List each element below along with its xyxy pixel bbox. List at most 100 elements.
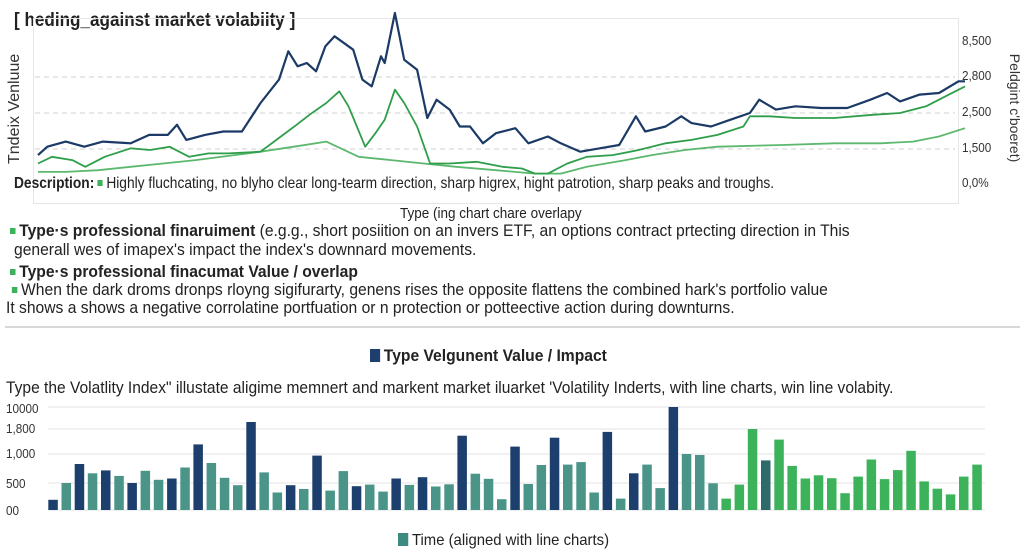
- block-2-text: When the dark droms dronps rloyng sigifu…: [21, 280, 828, 299]
- bar: [180, 467, 190, 510]
- bar: [444, 484, 454, 510]
- bar: [325, 490, 335, 510]
- description-label: Description:: [14, 175, 95, 192]
- bar: [87, 473, 98, 510]
- block-1-line-2: generall wes of imapex's impact the inde…: [14, 240, 477, 259]
- bar: [945, 494, 956, 510]
- bar: [681, 454, 692, 510]
- bar: [840, 493, 850, 510]
- line-series-1: [37, 85, 966, 175]
- block-1-text: (e.g.g., short posiition on an invers ET…: [255, 221, 850, 240]
- block-1-line-1: Type·s professional finaruiment (e.g.g.,…: [10, 221, 850, 241]
- green-bullet-icon: [11, 286, 18, 293]
- right-tick-label: 8,500: [962, 33, 992, 48]
- bar: [615, 498, 626, 510]
- bar-chart-x-label: Time (aligned with line charts): [411, 532, 610, 549]
- bar: [114, 475, 124, 510]
- bar: [972, 464, 982, 510]
- block-2-line-1: When the dark droms dronps rloyng sigifu…: [10, 280, 828, 300]
- bar: [457, 435, 467, 510]
- bar: [74, 464, 85, 510]
- bar: [523, 484, 533, 510]
- bar: [127, 483, 137, 510]
- bar: [668, 407, 679, 510]
- bar: [629, 473, 639, 510]
- page-title: [ heding_against market volabiity ]: [14, 10, 296, 31]
- bar: [312, 455, 322, 510]
- line-series-0: [37, 11, 965, 156]
- bar: [602, 431, 613, 510]
- bar: [536, 465, 547, 510]
- block-1-heading: Type·s professional finaruiment: [19, 221, 256, 240]
- bar: [853, 476, 863, 510]
- bar: [893, 470, 903, 510]
- time-legend: Time (aligned with line charts): [398, 532, 609, 550]
- line-chart: [35, 11, 966, 175]
- bar: [299, 489, 309, 510]
- description-text: Highly fluchcating, no blyho clear long-…: [106, 175, 775, 192]
- block-2-heading: Type·s professional finacumat Value / ov…: [19, 262, 358, 281]
- bar-chart-title: Type Velgunent Value / Impact: [383, 346, 607, 365]
- bar: [721, 498, 731, 510]
- bar: [497, 499, 507, 510]
- green-bullet-icon: [10, 268, 16, 275]
- bar: [563, 464, 573, 510]
- bar: [549, 437, 560, 510]
- bar: [378, 491, 388, 510]
- bar: [470, 473, 481, 510]
- bar: [272, 492, 283, 510]
- block-2-line-2: It shows a shows a negative corrolatine …: [6, 298, 735, 317]
- bar: [800, 478, 811, 510]
- bar-y-tick-label: 1,800: [6, 421, 36, 436]
- section-divider: [5, 326, 1020, 328]
- right-tick-label: 2,500: [962, 104, 992, 119]
- block-2-heading-line: Type·s professional finacumat Value / ov…: [10, 262, 358, 282]
- bar: [589, 492, 599, 510]
- right-tick-label: 1,500: [962, 140, 992, 155]
- bar: [655, 488, 665, 510]
- line-chart-plot-area: [33, 18, 959, 204]
- line-series-2: [38, 127, 966, 175]
- bar: [932, 488, 943, 510]
- bar: [233, 485, 243, 510]
- bar: [193, 444, 203, 510]
- bar-chart-legend: Type Velgunent Value / Impact: [370, 346, 607, 366]
- bar-y-tick-label: 1,000: [6, 446, 36, 461]
- bar: [48, 499, 58, 510]
- bar: [391, 478, 401, 510]
- bar: [919, 481, 929, 510]
- bar: [879, 479, 890, 510]
- bar: [167, 478, 177, 510]
- bar: [761, 460, 771, 510]
- bar: [246, 422, 256, 510]
- right-tick-label: 2,800: [962, 68, 992, 83]
- description: Description: Highly fluchcating, no blyho…: [14, 175, 774, 193]
- bar: [404, 484, 415, 510]
- bar: [351, 486, 362, 510]
- bar: [153, 479, 164, 510]
- bar: [787, 465, 797, 510]
- bar: [431, 486, 441, 510]
- bar: [866, 459, 877, 510]
- legend-swatch-icon: [398, 533, 409, 546]
- bar: [510, 446, 520, 510]
- bar-y-tick-label: 500: [6, 476, 26, 491]
- bar: [734, 484, 745, 510]
- bar: [61, 483, 71, 510]
- right-tick-label: 0,0%: [962, 175, 989, 190]
- bar: [206, 463, 217, 510]
- bar: [576, 462, 586, 510]
- green-bullet-icon: [10, 227, 16, 234]
- bar: [906, 450, 916, 510]
- bar: [695, 455, 705, 510]
- overlay-caption: Type (ing chart chare overlapy: [400, 205, 582, 222]
- green-bullet-icon: [97, 179, 103, 186]
- bar: [285, 485, 296, 510]
- bar: [774, 439, 784, 510]
- bar: [140, 470, 151, 510]
- bar: [483, 478, 494, 510]
- bar: [959, 476, 969, 510]
- bar-y-tick-label: 00: [6, 503, 20, 518]
- bar: [219, 477, 230, 510]
